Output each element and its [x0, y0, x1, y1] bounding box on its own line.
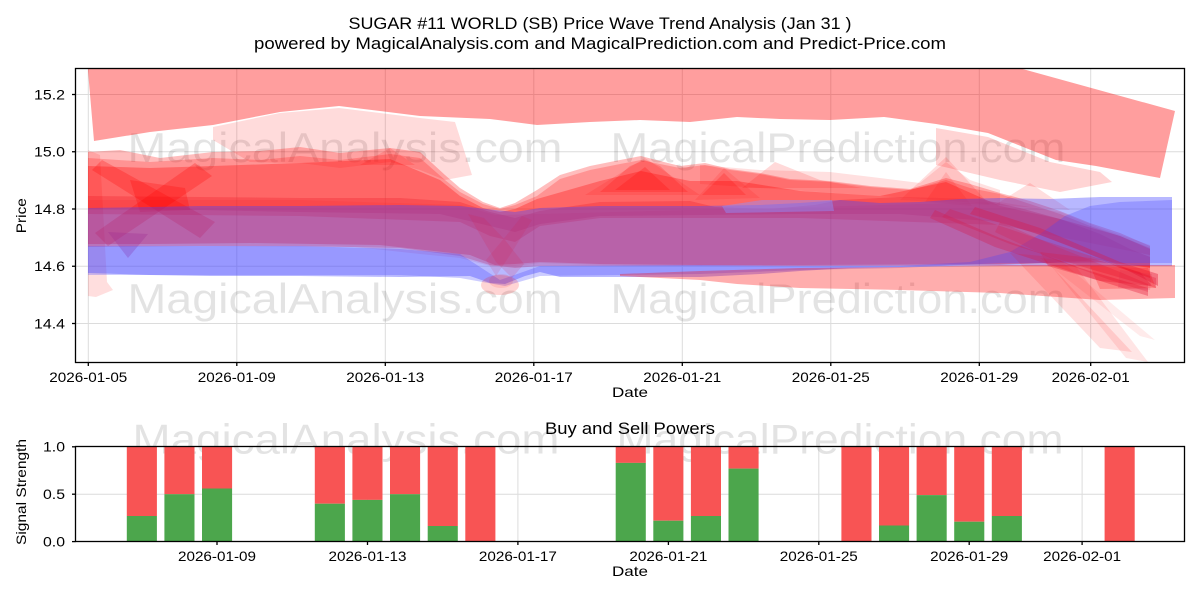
svg-text:2026-01-09: 2026-01-09: [198, 369, 276, 385]
svg-text:2026-01-21: 2026-01-21: [643, 369, 721, 385]
svg-text:2026-02-01: 2026-02-01: [1052, 369, 1130, 385]
svg-text:0.0: 0.0: [43, 533, 65, 549]
svg-text:2026-01-21: 2026-01-21: [629, 548, 707, 564]
svg-text:2026-01-29: 2026-01-29: [940, 369, 1018, 385]
svg-text:14.8: 14.8: [34, 201, 65, 217]
svg-text:MagicalPrediction.com: MagicalPrediction.com: [611, 124, 1066, 171]
svg-text:2026-01-25: 2026-01-25: [780, 548, 858, 564]
svg-text:MagicalAnalysis.com: MagicalAnalysis.com: [128, 275, 563, 322]
svg-text:Buy and Sell Powers: Buy and Sell Powers: [545, 419, 715, 438]
svg-text:powered by MagicalAnalysis.com: powered by MagicalAnalysis.com and Magic…: [254, 34, 946, 53]
svg-text:2026-01-25: 2026-01-25: [792, 369, 870, 385]
svg-text:2026-01-17: 2026-01-17: [495, 369, 573, 385]
svg-text:14.4: 14.4: [34, 315, 65, 331]
svg-text:SUGAR #11 WORLD (SB) Price Wav: SUGAR #11 WORLD (SB) Price Wave Trend An…: [349, 14, 852, 33]
svg-text:Price: Price: [13, 198, 29, 233]
svg-text:2026-01-05: 2026-01-05: [49, 369, 127, 385]
svg-text:Date: Date: [612, 384, 648, 400]
svg-text:2026-02-01: 2026-02-01: [1043, 548, 1121, 564]
svg-text:2026-01-29: 2026-01-29: [930, 548, 1008, 564]
svg-text:MagicalAnalysis.com: MagicalAnalysis.com: [128, 124, 563, 171]
svg-text:2026-01-17: 2026-01-17: [479, 548, 557, 564]
svg-text:2026-01-13: 2026-01-13: [329, 548, 407, 564]
svg-text:15.0: 15.0: [34, 144, 65, 160]
svg-text:MagicalAnalysis.com: MagicalAnalysis.com: [133, 416, 560, 463]
svg-text:2026-01-13: 2026-01-13: [346, 369, 424, 385]
svg-text:0.5: 0.5: [43, 486, 65, 502]
svg-text:Signal Strength: Signal Strength: [13, 439, 29, 545]
svg-text:MagicalPrediction.com: MagicalPrediction.com: [611, 275, 1066, 322]
svg-text:15.2: 15.2: [34, 86, 65, 102]
svg-text:2026-01-09: 2026-01-09: [178, 548, 256, 564]
svg-text:1.0: 1.0: [43, 439, 65, 455]
svg-text:Date: Date: [612, 563, 648, 579]
svg-text:14.6: 14.6: [34, 258, 65, 274]
